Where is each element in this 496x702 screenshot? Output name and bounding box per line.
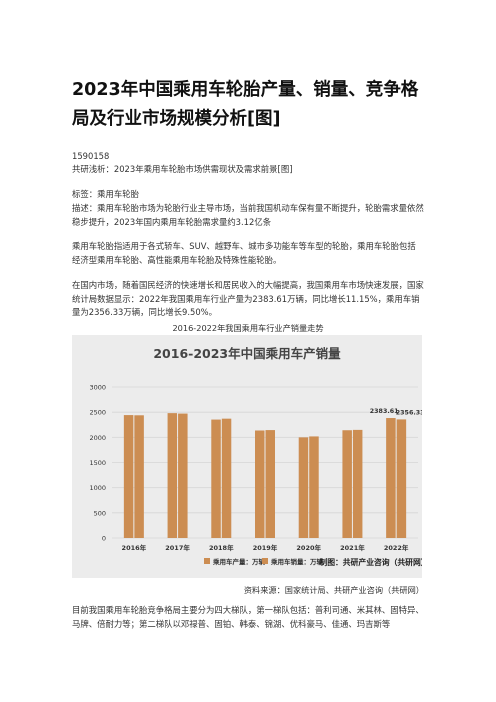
chart-watermark: 制图：共研产业咨询（共研网） (319, 557, 422, 567)
legend-label: 乘用车销量：万辆 (270, 557, 324, 566)
y-tick-label: 2500 (89, 409, 106, 417)
bar (211, 419, 221, 538)
x-tick-label: 2021年 (340, 543, 365, 552)
bar (134, 415, 144, 538)
legend-swatch (262, 558, 268, 564)
bar (352, 429, 363, 538)
lead-text: 共研浅析：2023年乘用车轮胎市场供需现状及需求前景[图] (72, 164, 293, 174)
paragraph-3: 目前我国乘用车轮胎竞争格局主要分为四大梯队，第一梯队包括：普利司通、米其林、固特… (72, 605, 424, 629)
x-tick-label: 2020年 (296, 543, 321, 552)
doc-id: 1590158 (72, 151, 110, 161)
x-tick-label: 2019年 (253, 543, 278, 552)
y-tick-label: 3000 (89, 384, 106, 392)
y-tick-label: 1000 (89, 484, 106, 492)
bar-chart: 2016-2023年中国乘用车产销量 0 500 1000 1500 2000 2500 3… (89, 346, 428, 567)
bar (255, 430, 265, 538)
bar (123, 415, 134, 538)
y-tick-label: 1500 (89, 459, 106, 467)
bar (342, 430, 352, 538)
bar (265, 430, 275, 538)
tags: 标签：乘用车轮胎 (72, 189, 139, 199)
legend-swatch (204, 558, 210, 564)
data-label: 2356.33 (396, 409, 422, 416)
y-tick-label: 500 (94, 509, 106, 517)
data-label: 2383.61 (370, 408, 399, 415)
bar (221, 418, 232, 538)
bar (396, 419, 407, 538)
x-tick-label: 2022年 (384, 543, 409, 552)
paragraph-1: 乘用车轮胎指适用于各式轿车、SUV、越野车、城市多功能车等车型的轮胎，乘用车轮胎… (72, 241, 416, 265)
y-tick-label: 2000 (89, 434, 106, 442)
x-tick-label: 2018年 (209, 543, 234, 552)
chart-container: 2016-2023年中国乘用车产销量 0 500 1000 1500 2000 2500 3… (72, 335, 429, 578)
description: 描述：乘用车轮胎市场为轮胎行业主导市场，当前我国机动车保有量不断提升，轮胎需求量… (72, 203, 424, 227)
chart-legend: 乘用车产量：万辆 乘用车销量：万辆 (204, 557, 324, 566)
x-tick-label: 2016年 (122, 543, 147, 552)
x-tick-label: 2017年 (165, 543, 190, 552)
bar (178, 413, 188, 538)
bar (167, 413, 178, 538)
legend-label: 乘用车产量：万辆 (212, 557, 266, 566)
chart-title: 2016-2023年中国乘用车产销量 (153, 346, 341, 361)
chart-caption: 2016-2022年我国乘用车行业产销量走势 (172, 323, 324, 333)
article-title: 2023年中国乘用车轮胎产量、销量、竞争格局及行业市场规模分析[图] (72, 80, 419, 129)
bar (386, 418, 396, 538)
bar (298, 437, 309, 538)
source-note: 资料来源：国家统计局、共研产业咨询（共研网） (243, 585, 424, 595)
bar (309, 436, 319, 538)
y-tick-label: 0 (102, 535, 106, 543)
paragraph-2: 在国内市场，随着国民经济的快速增长和居民收入的大幅提高，我国乘用车市场快速发展，… (72, 280, 424, 317)
